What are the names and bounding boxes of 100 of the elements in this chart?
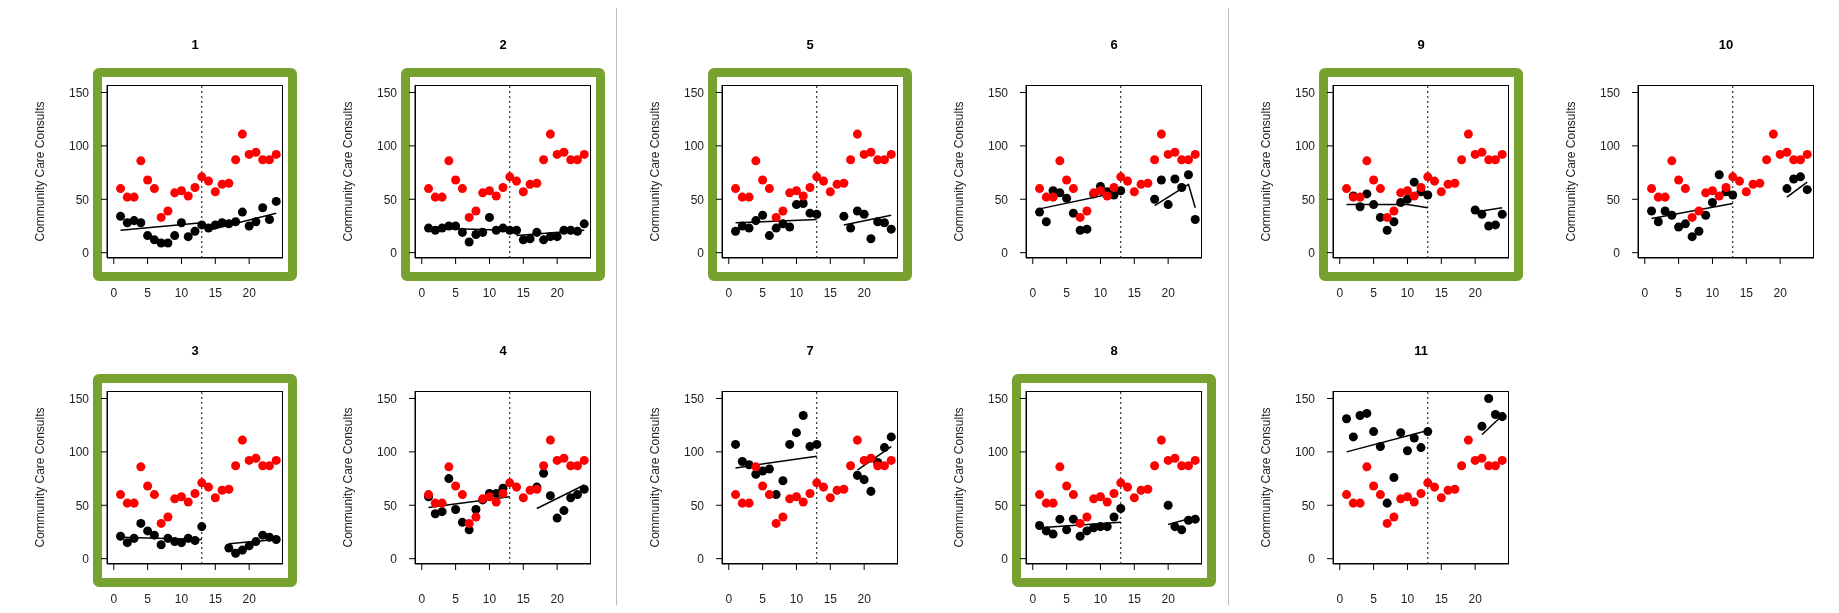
chart-title: 7 (805, 343, 815, 358)
y-axis-title: Community Care Consults (1259, 101, 1274, 242)
y-tick-label: 50 (1606, 192, 1621, 207)
y-tick-label: 50 (1301, 192, 1316, 207)
x-tick-label: 15 (516, 285, 531, 300)
y-tick-label: 150 (68, 85, 90, 100)
x-tick-label: 20 (242, 285, 257, 300)
y-tick-label: 50 (994, 192, 1009, 207)
chart-title: 8 (1109, 343, 1119, 358)
chart-title: 11 (1413, 343, 1429, 358)
x-tick-label: 15 (1434, 285, 1449, 300)
y-tick-label: 150 (68, 391, 90, 406)
y-axis-title: Community Care Consults (1564, 101, 1579, 242)
y-tick-label: 100 (683, 445, 705, 460)
x-tick-label: 0 (110, 285, 118, 300)
x-tick-label: 15 (208, 591, 223, 606)
x-tick-label: 0 (418, 285, 426, 300)
y-tick-label: 0 (390, 245, 398, 260)
y-tick-label: 150 (376, 391, 398, 406)
x-tick-label: 0 (1336, 591, 1344, 606)
x-tick-label: 10 (1400, 591, 1415, 606)
x-tick-label: 5 (144, 591, 152, 606)
x-tick-label: 15 (1127, 591, 1142, 606)
y-tick-label: 0 (1613, 245, 1621, 260)
x-tick-label: 15 (1739, 285, 1754, 300)
y-tick-label: 0 (1308, 551, 1316, 566)
y-axis-title: Community Care Consults (33, 101, 48, 242)
y-tick-label: 50 (383, 498, 398, 513)
y-tick-label: 100 (68, 139, 90, 154)
y-tick-label: 0 (697, 245, 705, 260)
x-tick-label: 10 (1093, 591, 1108, 606)
x-tick-label: 20 (1161, 591, 1176, 606)
chart-title: 6 (1109, 37, 1119, 52)
x-tick-label: 5 (1370, 285, 1378, 300)
x-tick-label: 5 (1675, 285, 1683, 300)
x-tick-label: 10 (1093, 285, 1108, 300)
y-axis-title: Community Care Consults (648, 407, 663, 548)
y-tick-label: 0 (390, 551, 398, 566)
x-tick-label: 10 (482, 285, 497, 300)
y-tick-label: 150 (987, 391, 1009, 406)
x-tick-label: 10 (1400, 285, 1415, 300)
y-tick-label: 100 (68, 445, 90, 460)
y-tick-label: 150 (1294, 391, 1316, 406)
y-tick-label: 150 (1599, 85, 1621, 100)
y-axis-title: Community Care Consults (341, 407, 356, 548)
y-axis-title: Community Care Consults (341, 101, 356, 242)
x-tick-label: 15 (823, 285, 838, 300)
y-tick-label: 100 (1294, 139, 1316, 154)
y-tick-label: 50 (1301, 498, 1316, 513)
x-tick-label: 15 (208, 285, 223, 300)
y-tick-label: 150 (683, 85, 705, 100)
x-tick-label: 0 (110, 591, 118, 606)
y-tick-label: 100 (683, 139, 705, 154)
x-tick-label: 20 (857, 285, 872, 300)
y-tick-label: 150 (376, 85, 398, 100)
y-tick-label: 0 (1001, 245, 1009, 260)
y-axis-title: Community Care Consults (952, 407, 967, 548)
x-tick-label: 10 (174, 285, 189, 300)
x-tick-label: 5 (759, 591, 767, 606)
x-tick-label: 10 (789, 285, 804, 300)
x-tick-label: 5 (759, 285, 767, 300)
chart-title: 9 (1416, 37, 1426, 52)
x-tick-label: 0 (1029, 591, 1037, 606)
x-tick-label: 15 (516, 591, 531, 606)
x-tick-label: 5 (144, 285, 152, 300)
x-tick-label: 0 (1641, 285, 1649, 300)
y-tick-label: 50 (75, 498, 90, 513)
chart-title: 5 (805, 37, 815, 52)
x-tick-label: 20 (242, 591, 257, 606)
x-tick-label: 20 (1468, 591, 1483, 606)
chart-title: 3 (190, 343, 200, 358)
y-tick-label: 100 (1294, 445, 1316, 460)
x-tick-label: 20 (1468, 285, 1483, 300)
y-tick-label: 150 (683, 391, 705, 406)
x-tick-label: 15 (1127, 285, 1142, 300)
x-tick-label: 15 (1434, 591, 1449, 606)
x-tick-label: 10 (789, 591, 804, 606)
x-tick-label: 5 (1063, 591, 1071, 606)
x-tick-label: 20 (550, 591, 565, 606)
y-tick-label: 100 (376, 445, 398, 460)
x-tick-label: 20 (1161, 285, 1176, 300)
chart-title: 10 (1717, 37, 1735, 52)
y-tick-label: 50 (75, 192, 90, 207)
y-tick-label: 50 (994, 498, 1009, 513)
x-tick-label: 15 (823, 591, 838, 606)
x-tick-label: 20 (857, 591, 872, 606)
x-tick-label: 5 (452, 591, 460, 606)
x-tick-label: 10 (1705, 285, 1720, 300)
x-tick-label: 0 (725, 591, 733, 606)
x-tick-label: 20 (1773, 285, 1788, 300)
x-tick-label: 0 (418, 591, 426, 606)
chart-title: 4 (498, 343, 508, 358)
y-tick-label: 150 (987, 85, 1009, 100)
y-axis-title: Community Care Consults (1259, 407, 1274, 548)
x-tick-label: 5 (1370, 591, 1378, 606)
x-tick-label: 20 (550, 285, 565, 300)
y-tick-label: 150 (1294, 85, 1316, 100)
y-tick-label: 0 (82, 551, 90, 566)
y-axis-title: Community Care Consults (952, 101, 967, 242)
x-tick-label: 5 (452, 285, 460, 300)
